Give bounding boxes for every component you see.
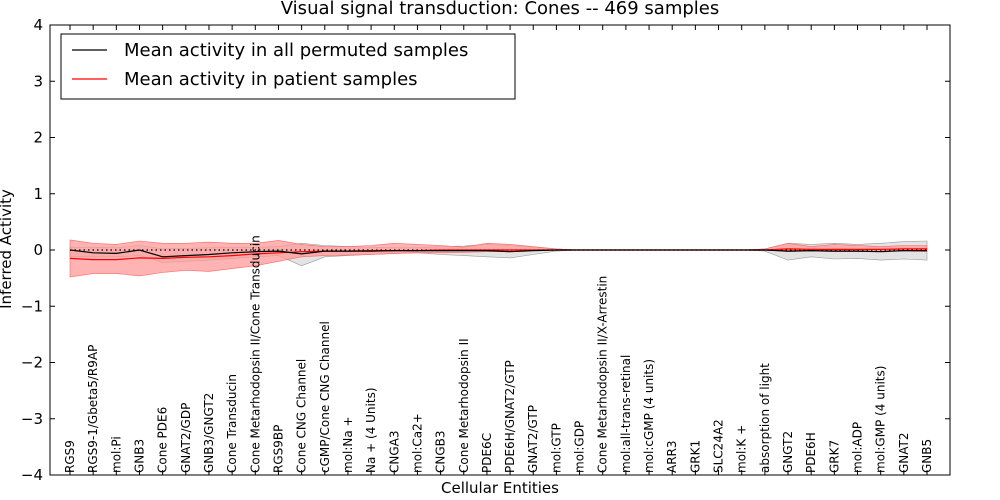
x-tick-label: PDE6C xyxy=(480,433,494,473)
x-tick-label: RGS9BP xyxy=(272,425,286,473)
y-tick-label: 1 xyxy=(33,185,43,203)
x-tick-label: mol:K + xyxy=(735,425,749,473)
x-tick-label: PDE6H/GNAT2/GTP xyxy=(503,360,517,473)
x-tick-label: SLC24A2 xyxy=(712,419,726,473)
x-tick-label: mol:all-trans-retinal xyxy=(619,355,633,473)
x-tick-label: Cone Metarhodopsin II/X-Arrestin xyxy=(596,276,610,473)
x-tick-label: mol:GTP xyxy=(549,423,563,473)
x-tick-label: GNGT2 xyxy=(781,431,795,473)
y-tick-label: 3 xyxy=(33,72,43,90)
x-tick-label: RGS9-1/Gbeta5/R9AP xyxy=(86,345,100,473)
y-tick-label: 0 xyxy=(33,241,43,259)
x-tick-label: ARR3 xyxy=(665,440,679,473)
plot-area: −4 −3 −2 −1 0 1 2 3 4 RGS9 RGS9-1/Gbeta5/R9AP mol:P… xyxy=(21,16,951,484)
legend-entry: Mean activity in all permuted samples xyxy=(124,40,468,61)
x-tick-label: mol:GDP xyxy=(573,421,587,473)
patient-series-line xyxy=(69,248,927,261)
y-tick-label: −3 xyxy=(21,410,43,428)
x-tick-label: GNB3 xyxy=(133,439,147,473)
x-tick-label: GNB5 xyxy=(920,439,934,473)
x-tick-label: PDE6H xyxy=(804,432,818,473)
x-tick-label: cGMP/Cone CNG Channel xyxy=(318,321,332,473)
x-tick-label: mol:GMP (4 units) xyxy=(874,366,888,473)
x-tick-label: absorption of light xyxy=(758,363,772,473)
y-tick-label: 4 xyxy=(33,16,43,34)
x-tick-label: GNAT2/GDP xyxy=(179,403,193,473)
x-tick-label: Cone CNG Channel xyxy=(295,359,309,473)
y-tick-label: −2 xyxy=(21,354,43,372)
x-axis-label: Cellular Entities xyxy=(441,479,559,497)
x-tick-label: GNB3/GNGT2 xyxy=(202,393,216,473)
x-tick-label: mol:Pi xyxy=(109,436,123,473)
x-tick-label: GRK7 xyxy=(827,440,841,473)
x-tick-label: CNGB3 xyxy=(434,430,448,473)
permuted-series-line xyxy=(69,249,927,258)
x-tick-label: Cone Metarhodopsin II/Cone Transducin xyxy=(248,235,262,473)
y-axis-label: Inferred Activity xyxy=(0,189,15,309)
x-tick-label: mol:cGMP (4 units) xyxy=(642,359,656,473)
x-tick-label: mol:ADP xyxy=(851,422,865,473)
y-tick-label: −1 xyxy=(21,297,43,315)
legend-entry: Mean activity in patient samples xyxy=(124,69,418,90)
y-tick-label: 2 xyxy=(33,129,43,147)
x-tick-label: CNGA3 xyxy=(387,431,401,474)
x-tick-label: Na + (4 Units) xyxy=(364,387,378,473)
patient-band xyxy=(69,239,928,278)
x-tick-label: Cone Transducin xyxy=(225,374,239,473)
x-tick-label: Cone PDE6 xyxy=(156,407,170,473)
x-tick-label: GNAT2/GTP xyxy=(526,405,540,473)
x-tick-label: GRK1 xyxy=(688,440,702,473)
x-tick-label: RGS9 xyxy=(63,440,77,473)
x-tick-label: GNAT2 xyxy=(897,432,911,473)
legend-box xyxy=(60,33,516,100)
x-tick-label: mol:Na + xyxy=(341,416,355,473)
chart-title: Visual signal transduction: Cones -- 469… xyxy=(281,0,719,19)
y-tick-label: −4 xyxy=(21,466,43,484)
x-tick-label: mol:Ca2+ xyxy=(410,413,424,473)
x-tick-label: Cone Metarhodopsin II xyxy=(457,338,471,473)
